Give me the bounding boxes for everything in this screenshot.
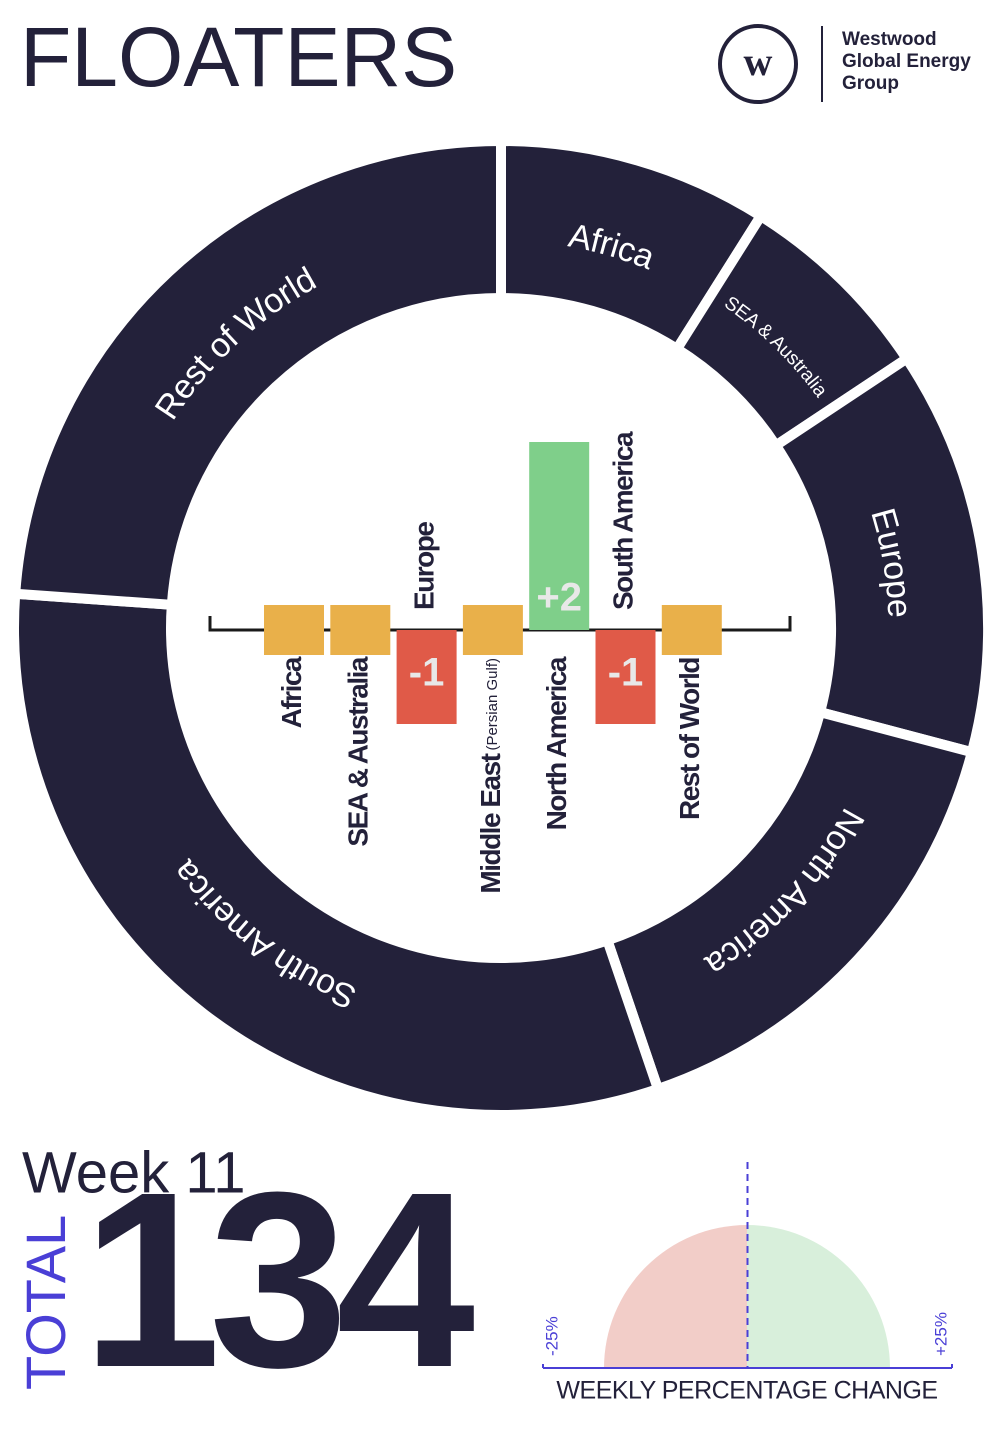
week-label: Week 11 (22, 1140, 246, 1205)
category-name: Rest of World (674, 658, 705, 820)
category-name: South America (608, 431, 639, 610)
logo-mark: w (744, 39, 773, 84)
category-name: Middle East (475, 753, 506, 893)
gauge-positive (747, 1225, 890, 1368)
bar-zero (462, 605, 523, 655)
bar (595, 630, 656, 724)
category-label: Africa (276, 656, 307, 728)
category-label: Rest of World (674, 658, 705, 820)
category-note: (Persian Gulf) (484, 658, 501, 751)
category-name: Africa (276, 656, 307, 728)
bar (396, 630, 457, 724)
value-label: -1 (608, 651, 644, 695)
category-name: SEA & Australia (343, 656, 374, 847)
donut-segment (9, 588, 665, 1120)
total-label: TOTAL (14, 1215, 77, 1390)
logo-ring (718, 24, 798, 104)
category-label: SEA & Australia (343, 656, 374, 847)
category-name: North America (542, 656, 573, 830)
bar-zero (264, 605, 324, 655)
category-name: Europe (409, 522, 440, 610)
value-label: -1 (409, 651, 445, 695)
logo-text: Westwood (842, 29, 937, 50)
tick-label: +25% (931, 1312, 950, 1356)
value-label: +2 (536, 576, 582, 620)
donut-segment (601, 706, 979, 1096)
logo-text: Global Energy (842, 51, 971, 72)
page-title: FLOATERS (20, 10, 457, 104)
gauge-negative (604, 1225, 747, 1368)
bar (529, 442, 590, 630)
tick-label: -25% (542, 1316, 561, 1356)
bar-zero (330, 605, 391, 655)
donut-segment (9, 135, 506, 611)
bar-zero (661, 605, 722, 655)
logo-text: Group (842, 73, 899, 94)
category-label: Middle East (Persian Gulf) (475, 658, 506, 894)
category-label: North America (542, 656, 573, 830)
category-label: Europe (409, 522, 440, 610)
total-value: 134 (82, 1140, 474, 1419)
gauge-title: WEEKLY PERCENTAGE CHANGE (556, 1377, 937, 1405)
category-label: South America (608, 431, 639, 610)
